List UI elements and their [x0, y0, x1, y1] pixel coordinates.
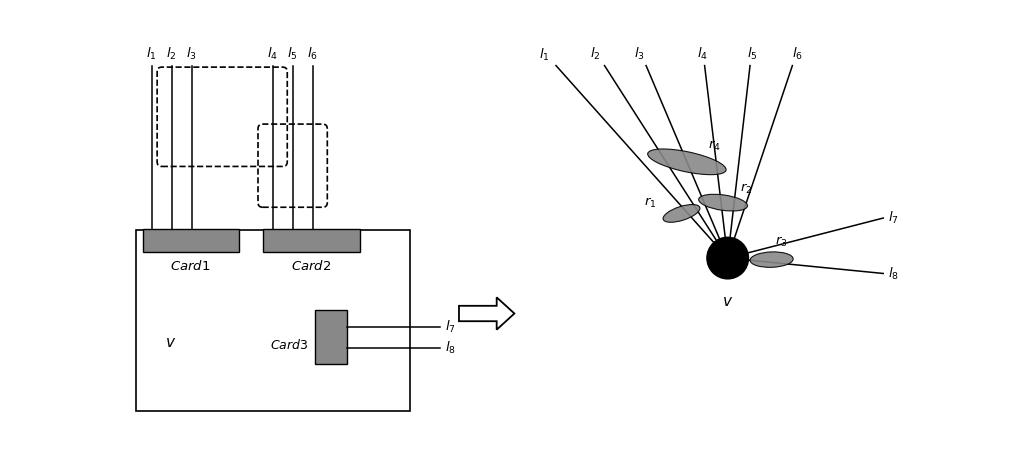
Polygon shape — [459, 297, 515, 330]
Text: $l_1$: $l_1$ — [146, 46, 157, 63]
Text: $l_4$: $l_4$ — [267, 46, 278, 63]
Text: $Card3$: $Card3$ — [270, 338, 309, 352]
Text: $l_2$: $l_2$ — [590, 46, 600, 63]
Bar — [263, 229, 359, 252]
Text: $r_4$: $r_4$ — [708, 138, 721, 153]
Text: $r_3$: $r_3$ — [776, 235, 788, 249]
Text: $Card1$: $Card1$ — [171, 259, 211, 273]
Text: $r_2$: $r_2$ — [740, 182, 753, 196]
Bar — [142, 229, 239, 252]
Text: $l_4$: $l_4$ — [697, 46, 708, 62]
Text: $l_6$: $l_6$ — [792, 46, 803, 62]
Ellipse shape — [648, 149, 726, 175]
Ellipse shape — [698, 194, 748, 211]
Text: $l_6$: $l_6$ — [307, 46, 318, 63]
Text: $l_5$: $l_5$ — [747, 46, 758, 62]
Bar — [136, 230, 410, 411]
Text: $l_7$: $l_7$ — [888, 210, 899, 226]
Text: $r_1$: $r_1$ — [645, 195, 657, 210]
Text: $l_1$: $l_1$ — [540, 47, 550, 63]
Ellipse shape — [750, 252, 793, 267]
Text: $l_3$: $l_3$ — [187, 46, 197, 63]
Ellipse shape — [663, 205, 700, 222]
Circle shape — [707, 237, 749, 279]
Text: $v$: $v$ — [722, 294, 734, 309]
Text: $Card2$: $Card2$ — [292, 259, 332, 273]
Text: $v$: $v$ — [165, 335, 177, 350]
Text: $l_8$: $l_8$ — [888, 265, 899, 282]
Text: $l_3$: $l_3$ — [634, 46, 645, 62]
Bar — [315, 310, 347, 364]
Text: $l_8$: $l_8$ — [445, 340, 456, 356]
Text: $l_7$: $l_7$ — [445, 319, 456, 335]
Text: $l_2$: $l_2$ — [166, 46, 177, 63]
Text: $l_5$: $l_5$ — [288, 46, 298, 63]
